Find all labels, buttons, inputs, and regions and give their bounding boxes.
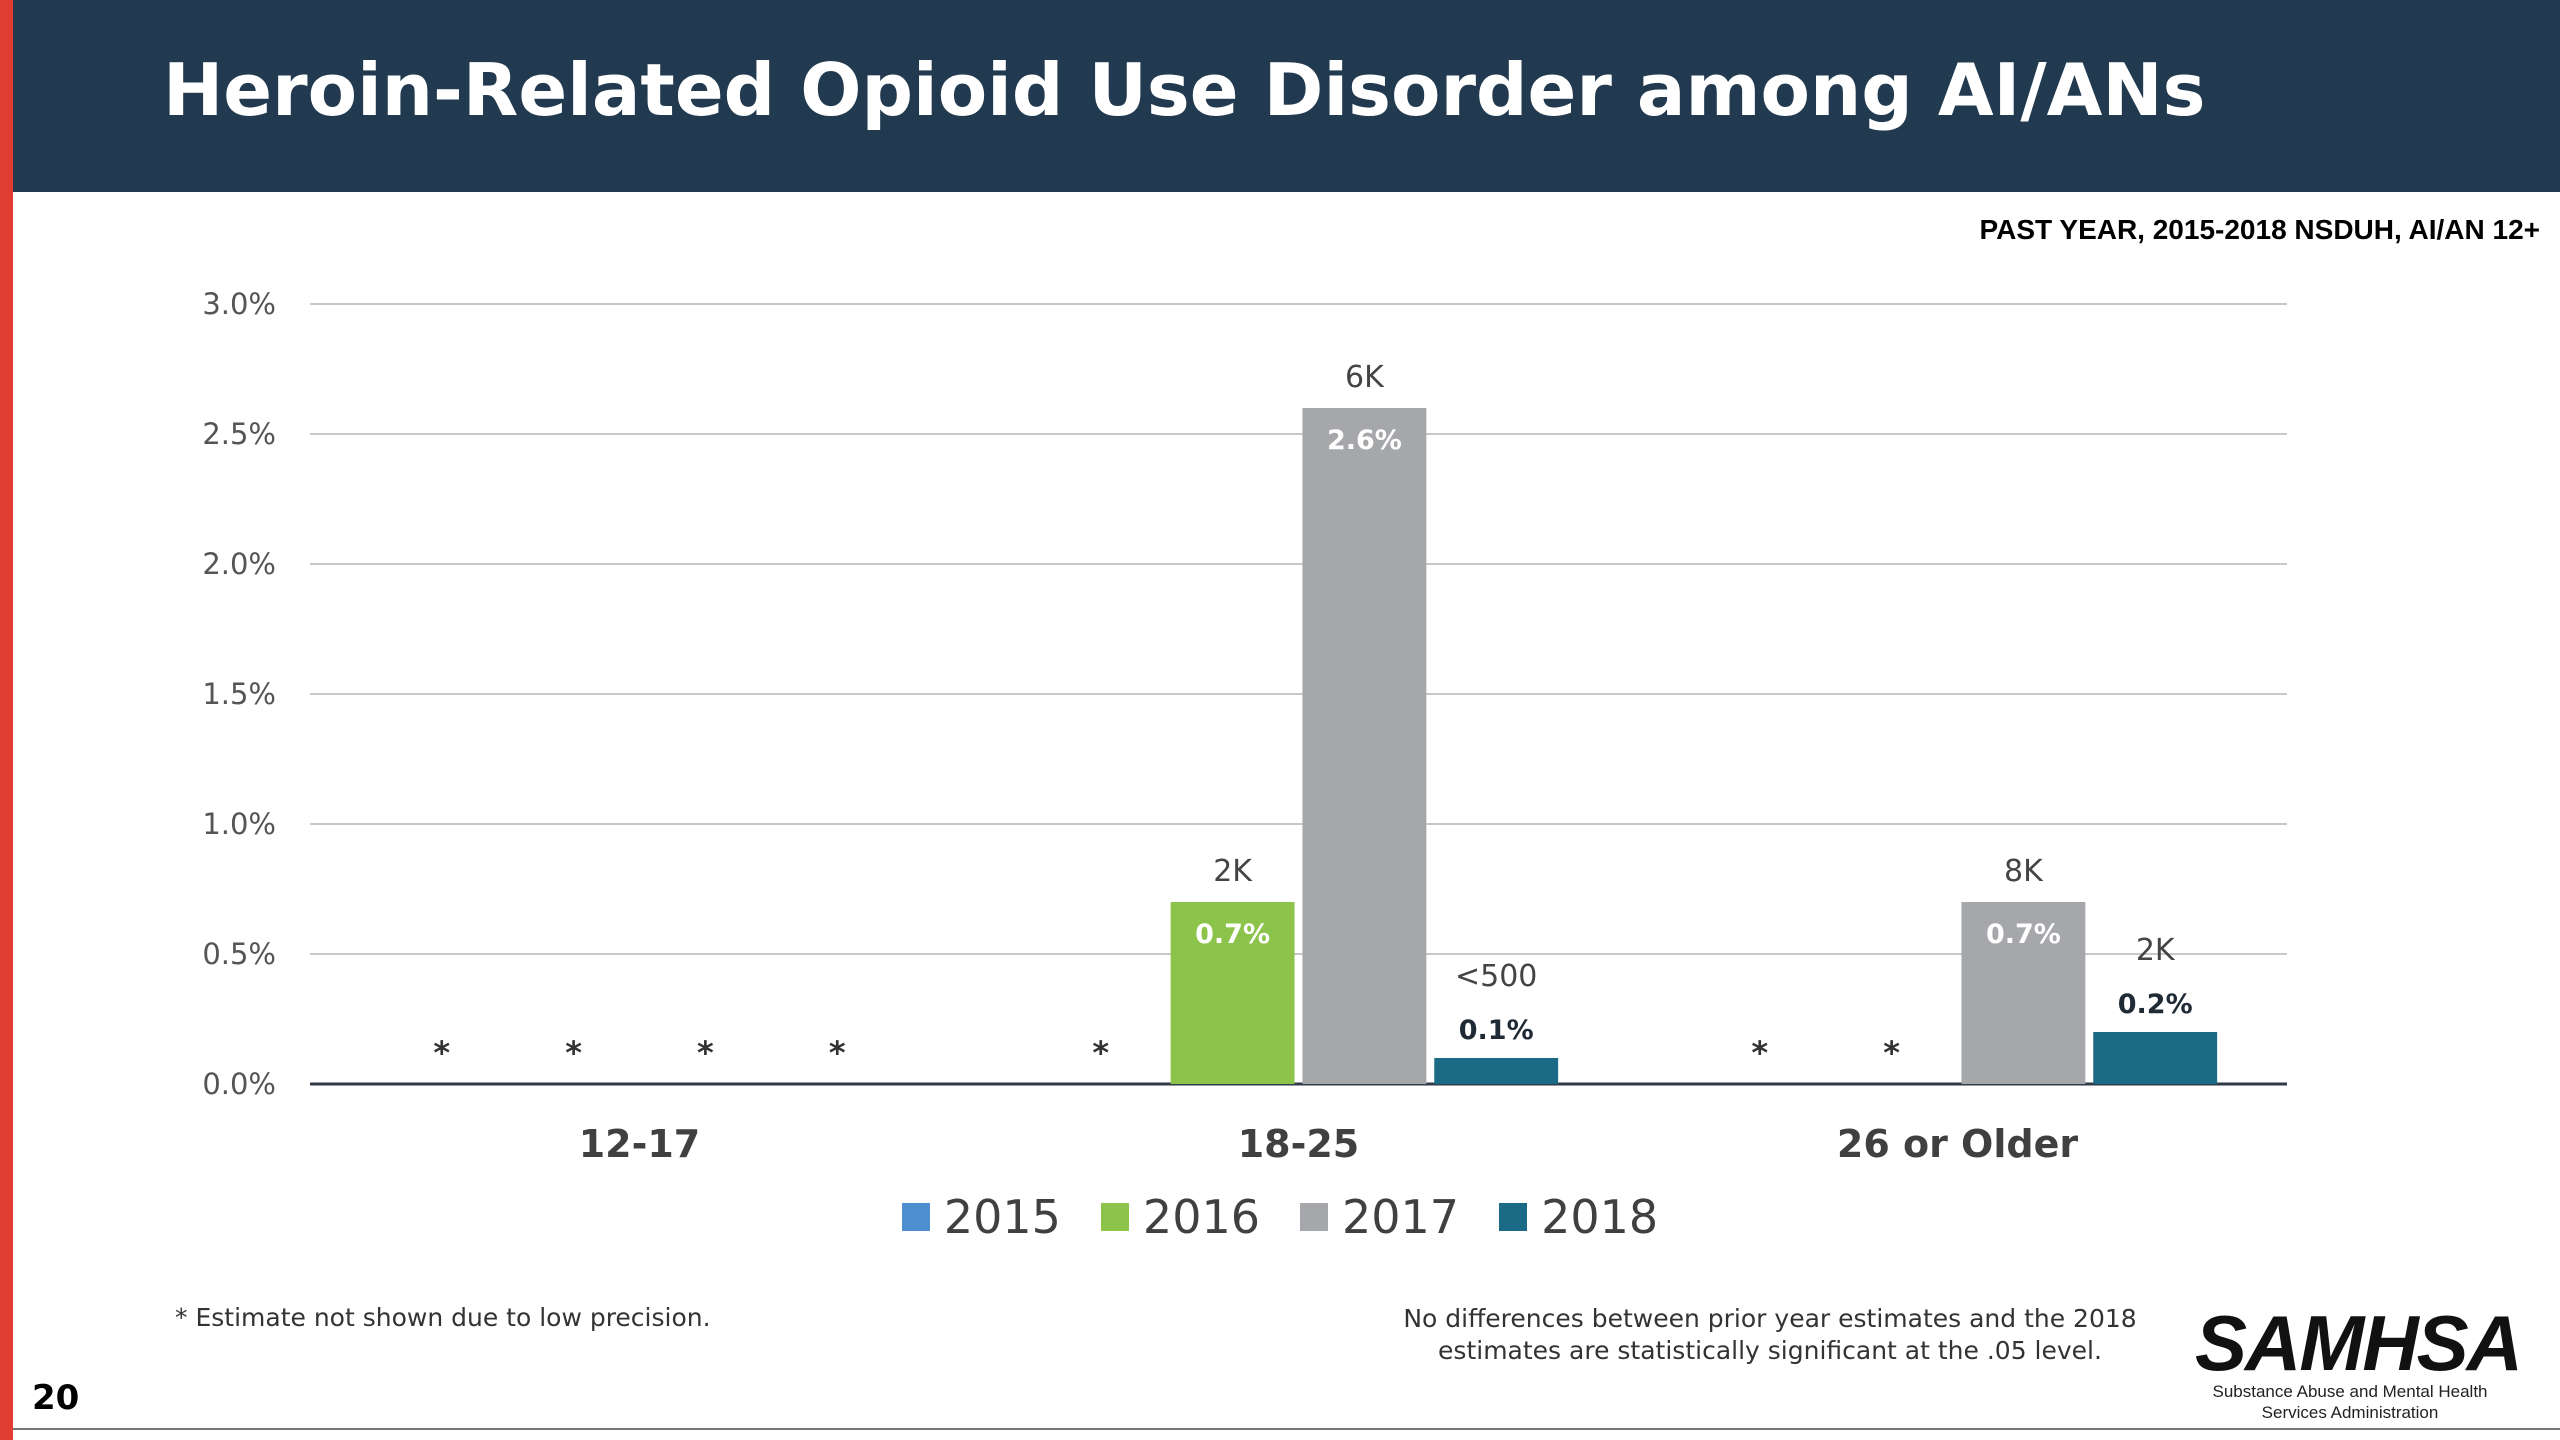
bar-2017-18-25	[1302, 408, 1427, 1084]
page-number: 20	[32, 1378, 80, 1418]
bar-2018-18-25	[1434, 1058, 1559, 1084]
y-tick-label: 3.0%	[202, 287, 276, 321]
bar-count-label: <500	[1455, 959, 1537, 994]
bottom-divider	[13, 1428, 2560, 1430]
samhsa-logo: SAMHSA Substance Abuse and Mental Health…	[2195, 1299, 2523, 1423]
bar-2018-26-or-older	[2093, 1032, 2218, 1084]
bar-count-label: 2K	[2136, 933, 2176, 968]
legend-item: 2017	[1300, 1190, 1459, 1244]
y-tick-label: 0.0%	[202, 1067, 276, 1101]
legend-item: 2015	[901, 1190, 1061, 1244]
suppressed-marker: *	[433, 1034, 450, 1072]
legend-item: 2016	[1100, 1190, 1260, 1244]
bar-count-label: 8K	[2004, 854, 2044, 889]
legend-item: 2018	[1499, 1190, 1658, 1244]
legend-label: 2015	[943, 1190, 1061, 1244]
legend-label: 2017	[1342, 1190, 1460, 1244]
bar-2017-26-or-older	[1961, 902, 2086, 1084]
slide-title: Heroin-Related Opioid Use Disorder among…	[163, 48, 2206, 132]
chart-legend: 2015 2016 2017 2018	[0, 1190, 2560, 1244]
suppressed-marker: *	[1751, 1034, 1768, 1072]
y-tick-label: 1.0%	[202, 807, 276, 841]
x-category-label: 12-17	[579, 1122, 701, 1166]
logo-wordmark: SAMHSA	[2195, 1299, 2523, 1387]
accent-bar	[0, 0, 13, 1440]
bar-value-label: 0.7%	[1986, 919, 2061, 950]
legend-label: 2016	[1142, 1190, 1260, 1244]
title-band	[13, 0, 2560, 192]
bar-value-label: 0.1%	[1459, 1015, 1534, 1046]
footnote: * Estimate not shown due to low precisio…	[175, 1303, 711, 1332]
legend-swatch	[1499, 1203, 1528, 1231]
bar-count-label: 6K	[1345, 360, 1385, 395]
y-tick-label: 1.5%	[202, 677, 276, 711]
x-category-label: 26 or Older	[1837, 1122, 2078, 1166]
legend-swatch	[901, 1203, 930, 1231]
logo-subtitle-line2: Services Administration	[2261, 1403, 2439, 1422]
legend-swatch	[1100, 1203, 1129, 1231]
suppressed-marker: *	[1883, 1034, 1900, 1072]
bar-count-label: 2K	[1213, 854, 1253, 889]
suppressed-marker: *	[565, 1034, 582, 1072]
bar-value-label: 0.7%	[1195, 919, 1270, 950]
legend-swatch	[1300, 1203, 1328, 1231]
x-category-label: 18-25	[1238, 1122, 1360, 1166]
suppressed-marker: *	[697, 1034, 714, 1072]
source-tag: PAST YEAR, 2015-2018 NSDUH, AI/AN 12+	[1979, 214, 2540, 245]
bar-2016-18-25	[1170, 902, 1295, 1084]
legend-label: 2018	[1541, 1190, 1659, 1244]
y-tick-label: 2.0%	[202, 547, 276, 581]
y-tick-label: 2.5%	[202, 417, 276, 451]
suppressed-marker: *	[829, 1034, 846, 1072]
logo-subtitle-line1: Substance Abuse and Mental Health	[2212, 1382, 2488, 1401]
bar-value-label: 2.6%	[1327, 425, 1402, 456]
suppressed-marker: *	[1092, 1034, 1109, 1072]
bar-value-label: 0.2%	[2118, 989, 2193, 1020]
significance-note: No differences between prior year estima…	[1403, 1304, 2137, 1365]
y-tick-label: 0.5%	[202, 937, 276, 971]
